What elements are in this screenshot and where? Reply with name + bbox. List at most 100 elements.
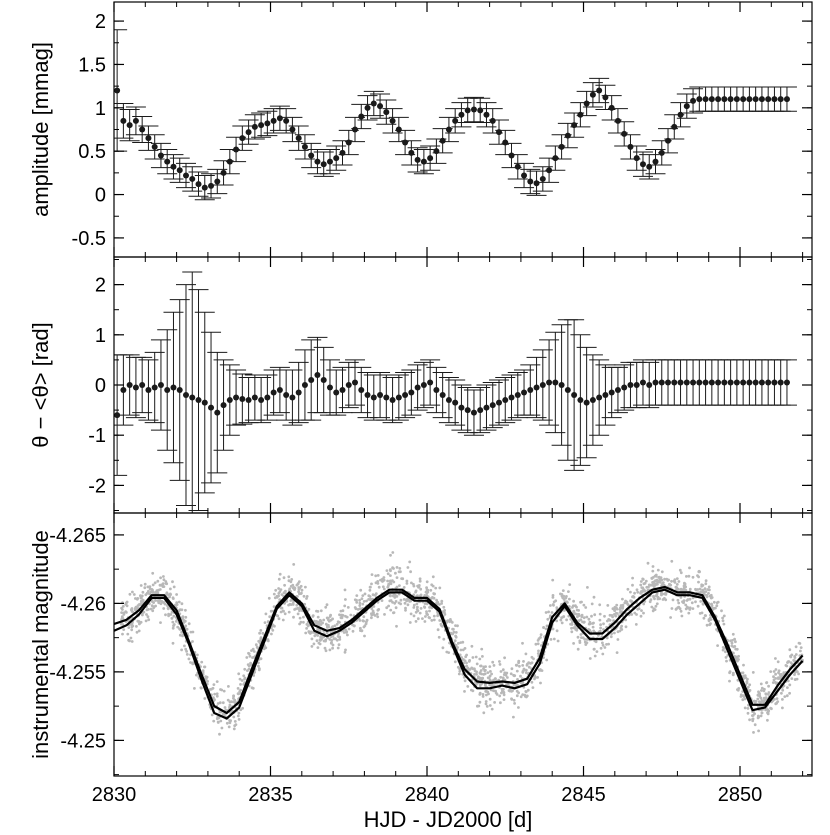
photometry-point (423, 620, 427, 623)
data-point (583, 399, 590, 406)
photometry-point (328, 638, 332, 641)
photometry-point (358, 607, 362, 611)
photometry-point (431, 575, 435, 579)
photometry-point (682, 588, 685, 592)
photometry-point (687, 611, 691, 615)
data-point (364, 104, 371, 111)
photometry-point (210, 713, 214, 717)
data-point (564, 387, 571, 394)
photometry-point (679, 596, 683, 599)
photometry-point (660, 591, 663, 595)
photometry-point (503, 656, 506, 660)
photometry-point (323, 646, 327, 650)
photometry-point (449, 618, 452, 621)
photometry-point (610, 632, 613, 636)
photometry-point (438, 586, 442, 590)
photometry-point (162, 601, 166, 604)
y-axis-label: θ − <θ> [rad] (28, 322, 53, 447)
photometry-point (716, 644, 719, 647)
data-point (320, 161, 327, 168)
photometry-point (797, 641, 801, 645)
data-point (671, 379, 678, 386)
photometry-point (574, 625, 577, 629)
photometry-point (327, 619, 331, 623)
photometry-point (141, 613, 144, 617)
photometry-point (236, 687, 240, 690)
photometry-point (146, 615, 150, 619)
photometry-point (368, 588, 372, 592)
photometry-point (498, 694, 502, 698)
data-point (783, 379, 790, 386)
photometry-point (419, 587, 423, 591)
ytick-label: 1 (95, 98, 106, 120)
photometry-point (302, 615, 305, 619)
photometry-point (502, 693, 506, 697)
data-point (702, 379, 709, 386)
photometry-point (483, 669, 487, 673)
photometry-point (429, 588, 433, 592)
photometry-point (250, 649, 253, 652)
data-point (715, 96, 722, 103)
photometry-point (143, 582, 147, 586)
photometry-point (394, 600, 398, 603)
photometry-point (359, 626, 362, 630)
photometry-point (428, 609, 431, 613)
photometry-point (789, 655, 793, 659)
data-point (708, 379, 715, 386)
photometry-point (641, 586, 645, 590)
photometry-point (408, 600, 411, 603)
photometry-point (121, 623, 125, 626)
photometry-point (744, 676, 748, 680)
photometry-point (416, 594, 419, 598)
photometry-point (412, 614, 416, 618)
photometry-point (463, 679, 467, 683)
photometry-point (228, 703, 232, 707)
photometry-point (555, 629, 559, 633)
photometry-point (624, 618, 628, 622)
photometry-point (547, 610, 550, 614)
photometry-point (660, 570, 664, 574)
photometry-point (264, 646, 268, 650)
photometry-point (185, 650, 189, 653)
photometry-point (442, 605, 446, 609)
photometry-point (782, 671, 786, 675)
data-point (132, 117, 139, 124)
photometry-point (151, 591, 155, 594)
photometry-point (633, 611, 637, 615)
photometry-point (625, 600, 629, 604)
photometry-point (394, 571, 397, 575)
photometry-point (575, 608, 579, 612)
data-point (752, 96, 759, 103)
photometry-point (610, 614, 614, 617)
photometry-point (125, 604, 129, 608)
data-point (696, 379, 703, 386)
photometry-point (157, 601, 161, 605)
photometry-point (316, 646, 320, 649)
data-point (489, 402, 496, 409)
ytick-label: 0.5 (78, 141, 106, 163)
photometry-point (369, 598, 372, 602)
photometry-point (752, 699, 756, 703)
photometry-point (498, 663, 502, 666)
photometry-point (728, 679, 731, 683)
photometry-point (178, 628, 182, 631)
photometry-point (486, 671, 490, 674)
photometry-point (414, 610, 418, 614)
photometry-point (376, 615, 380, 619)
series-2-1 (114, 588, 804, 720)
photometry-point (461, 640, 465, 644)
photometry-point (391, 594, 395, 598)
photometry-point (686, 606, 690, 610)
photometry-point (418, 579, 422, 583)
photometry-point (395, 576, 399, 579)
photometry-point (239, 683, 242, 686)
data-point (370, 394, 377, 401)
photometry-point (443, 613, 447, 616)
photometry-point (489, 688, 493, 692)
data-point (571, 392, 578, 399)
photometry-point (178, 633, 182, 637)
photometry-point (527, 665, 531, 669)
photometry-point (361, 594, 365, 597)
photometry-point (555, 606, 559, 610)
photometry-point (602, 622, 605, 626)
